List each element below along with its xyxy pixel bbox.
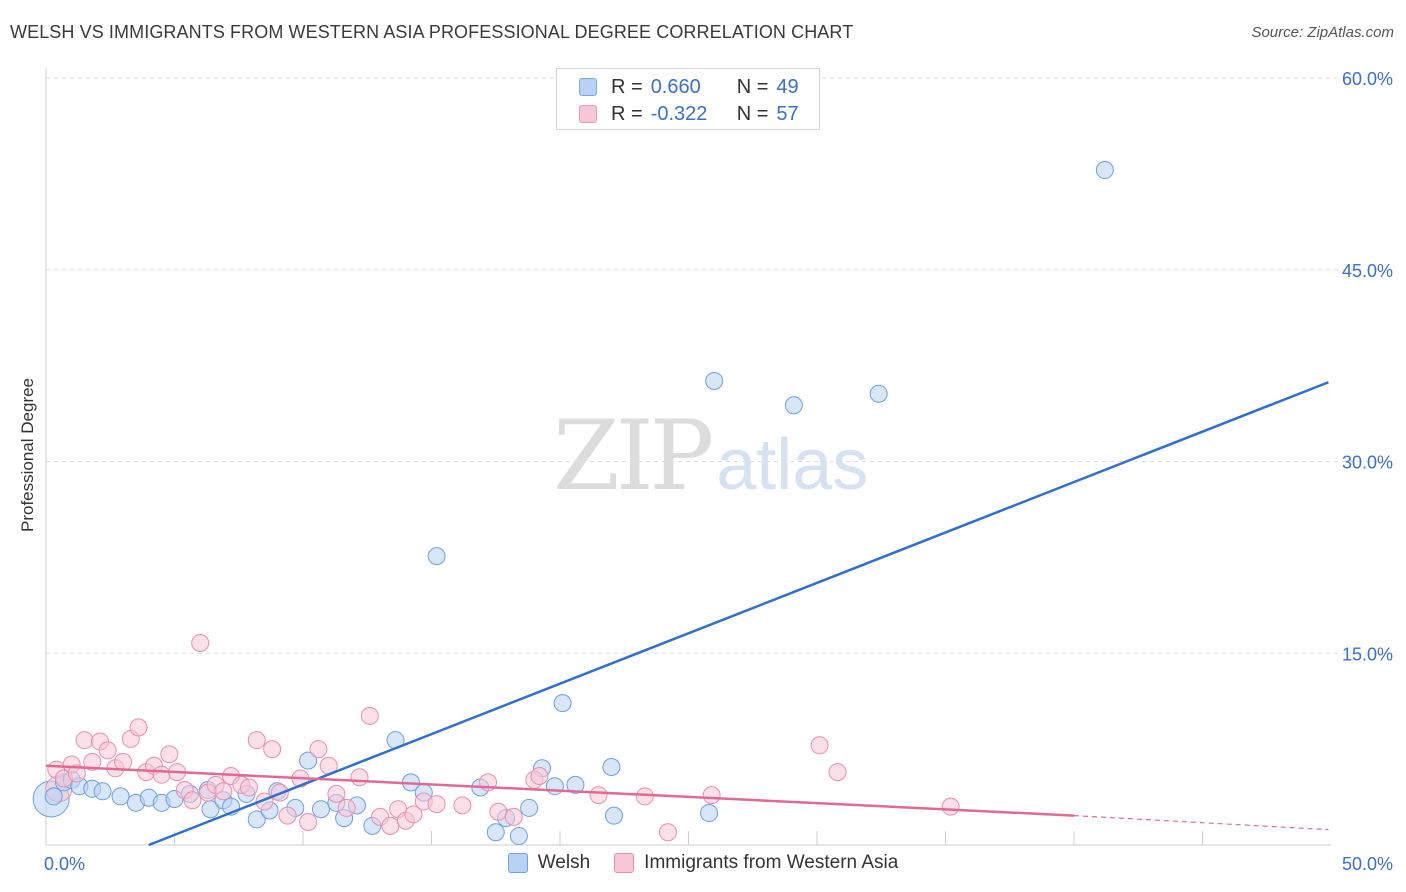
legend-item-immigrants: Immigrants from Western Asia (614, 852, 898, 874)
welsh-point (700, 804, 719, 823)
immigrants-point (504, 807, 523, 826)
immigrants-point (152, 765, 171, 784)
immigrants-point (183, 791, 202, 810)
legend-n-value-immigrants: 57 (776, 102, 799, 125)
legend-item-welsh: Welsh (507, 852, 591, 874)
immigrants-point (337, 798, 356, 817)
legend-label-immigrants: Immigrants from Western Asia (644, 852, 899, 873)
immigrants-point (83, 752, 102, 771)
welsh-point (44, 787, 63, 806)
welsh-trend-line (148, 381, 1329, 847)
welsh-point (111, 787, 130, 806)
immigrants-point (810, 736, 829, 755)
immigrants-point (240, 778, 259, 797)
legend-label-welsh: Welsh (537, 852, 591, 873)
immigrants-point (75, 731, 94, 750)
immigrants-point (702, 786, 721, 805)
immigrants-point (160, 745, 179, 764)
immigrants-trend-line (45, 764, 1075, 817)
immigrants-point (129, 718, 148, 737)
welsh-point (545, 777, 564, 796)
watermark-atlas: atlas (716, 425, 869, 505)
immigrants-point (278, 806, 297, 825)
legend-row-immigrants: R = -0.322 N = 57 (579, 102, 799, 126)
immigrants-point (828, 763, 847, 782)
immigrants-point (263, 740, 282, 759)
legend-n-label: N = (736, 102, 769, 125)
welsh-point (427, 547, 446, 566)
welsh-point (486, 823, 505, 842)
immigrants-point (98, 741, 117, 760)
legend-swatch-immigrants (579, 105, 597, 123)
immigrants-point (530, 766, 549, 785)
immigrants-point (941, 797, 960, 816)
welsh-point (509, 827, 528, 846)
welsh-point (869, 384, 888, 403)
legend-r-label: R = (611, 75, 643, 98)
watermark-zip: ZIP (553, 400, 714, 512)
immigrants-point (191, 634, 210, 653)
immigrants-point (404, 805, 423, 824)
welsh-point (604, 806, 623, 825)
legend-r-label: R = (611, 102, 643, 125)
legend-r-value-welsh: 0.660 (650, 75, 701, 98)
legend-swatch-immigrants (614, 853, 635, 873)
y-tick-label: 60.0% (1342, 69, 1393, 89)
welsh-point (520, 798, 539, 817)
legend-swatch-welsh (579, 78, 597, 96)
immigrants-point (67, 764, 86, 783)
immigrants-point (658, 823, 677, 842)
immigrants-point (299, 812, 318, 831)
welsh-point (553, 694, 572, 713)
welsh-point (602, 758, 621, 777)
immigrants-point (589, 786, 608, 805)
y-tick-label: 15.0% (1342, 644, 1393, 664)
immigrants-point (427, 795, 446, 814)
legend-r-value-immigrants: -0.322 (650, 102, 708, 125)
welsh-point (1095, 161, 1114, 180)
immigrants-point (309, 740, 328, 759)
immigrants-point (453, 796, 472, 815)
legend-row-welsh: R = 0.660 N = 49 (579, 75, 799, 99)
y-tick-label: 45.0% (1342, 261, 1393, 281)
x-tick-label: 50.0% (1342, 854, 1393, 874)
immigrants-point (114, 752, 133, 771)
immigrants-point (247, 731, 266, 750)
legend-n-label: N = (736, 75, 769, 98)
immigrants-point (214, 782, 233, 801)
welsh-point (784, 396, 803, 415)
immigrants-point (489, 802, 508, 821)
x-tick-label: 0.0% (44, 854, 85, 874)
y-tick-label: 30.0% (1342, 453, 1393, 473)
legend-n-value-welsh: 49 (776, 75, 799, 98)
series-legend: Welsh Immigrants from Western Asia (0, 852, 1406, 874)
welsh-point (247, 810, 266, 829)
welsh-point (93, 782, 112, 801)
source-label: Source: ZipAtlas.com (1251, 24, 1394, 41)
watermark: ZIPatlas (553, 400, 868, 512)
immigrants-point (327, 784, 346, 803)
immigrants-point (350, 768, 369, 787)
immigrants-trend-extension (1073, 814, 1329, 831)
welsh-point (299, 751, 318, 770)
correlation-legend: R = 0.660 N = 49 R = -0.322 N = 57 (556, 68, 820, 130)
chart-title: WELSH VS IMMIGRANTS FROM WESTERN ASIA PR… (10, 22, 854, 42)
welsh-point (566, 775, 585, 794)
welsh-point (311, 800, 330, 819)
legend-swatch-welsh (507, 853, 528, 873)
immigrants-point (635, 787, 654, 806)
immigrants-point (360, 706, 379, 725)
welsh-point (705, 371, 724, 390)
immigrants-point (381, 816, 400, 835)
